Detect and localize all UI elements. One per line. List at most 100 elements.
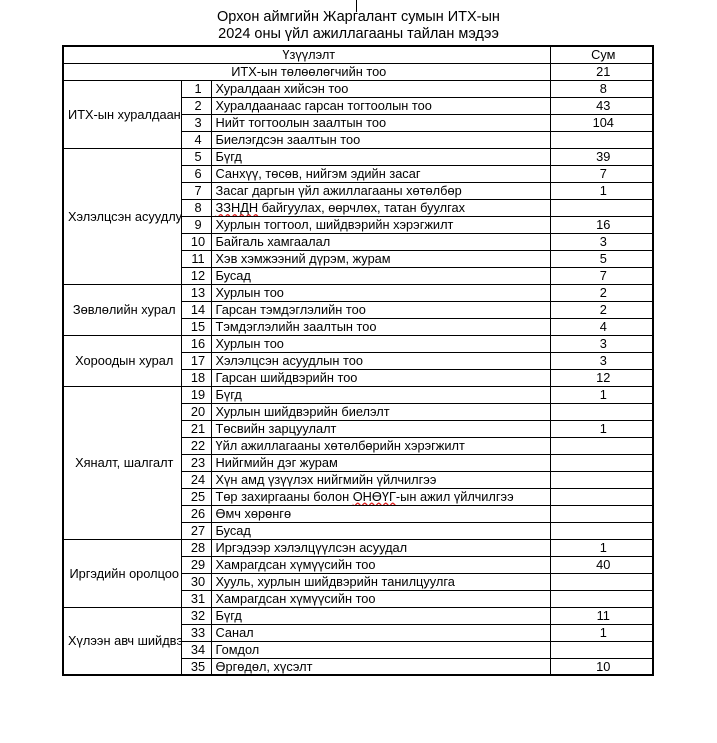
group-label-2: Зөвлөлийн хурал (62, 283, 182, 336)
row-indicator: Хуралдаан хийсэн тоо (210, 79, 551, 98)
group-label-5: Иргэдийн оролцоо (62, 538, 182, 608)
row-sum: 104 (549, 113, 654, 132)
row-number: 4 (180, 130, 212, 149)
row-indicator: Нийгмийн дэг журам (210, 453, 551, 472)
row-sum (549, 504, 654, 523)
summary-value: 21 (549, 62, 654, 81)
row-number: 20 (180, 402, 212, 421)
table-row: 27 Бусад (63, 521, 654, 540)
row-indicator: Хурлын тогтоол, шийдвэрийн хэрэгжилт (210, 215, 551, 234)
row-number: 2 (180, 96, 212, 115)
row-sum: 10 (549, 657, 654, 676)
row-indicator: Нийт тогтоолын заалтын тоо (210, 113, 551, 132)
table-row: Иргэдийн оролцоо 28 Иргэдээр хэлэлцүүлсэн … (62, 538, 654, 608)
row-indicator: Гарсан тэмдэглэлийн тоо (210, 300, 551, 319)
table-row: ИТХ-ын хуралдаан 1 Хуралдаан хийсэн тоо 8 (62, 79, 654, 149)
row-indicator: Үйл ажиллагааны хөтөлбөрийн хэрэгжилт (210, 436, 551, 455)
row-sum (549, 589, 654, 608)
table-row: Хэлэлцсэн асуудлууд5Бүгд39 (62, 147, 654, 285)
row-sum: 43 (549, 96, 654, 115)
row-number: 21 (180, 419, 212, 438)
table-header-row: Үзүүлэлт Сум (62, 45, 654, 64)
table-row: 17 Хэлэлцсэн асуудлын тоо 3 (63, 351, 654, 370)
row-number: 22 (180, 436, 212, 455)
row-sum: 7 (549, 164, 654, 183)
row-indicator: Бүгд (210, 606, 551, 625)
row-indicator: Хууль, хурлын шийдвэрийн танилцуулга (210, 572, 551, 591)
row-sum: 2 (549, 283, 654, 302)
row-indicator: Санхүү, төсөв, нийгэм эдийн засаг (210, 164, 551, 183)
column-header-sum: Сум (549, 45, 654, 64)
group-label-1: Хэлэлцсэн асуудлууд (62, 147, 182, 285)
row-indicator: Төсвийн зарцуулалт (210, 419, 551, 438)
table-row: ИТХ-ын төлөөлөгчийн тоо 21 (62, 62, 654, 81)
row-number: 25 (180, 487, 212, 506)
row-number: 5 (180, 147, 212, 166)
report-table: Үзүүлэлт Сум ИТХ-ын төлөөлөгчийн тоо 21 ИТХ-… (62, 45, 655, 676)
row-indicator: Өмч хөрөнгө (210, 504, 551, 523)
row-sum (549, 436, 654, 455)
report-table-wrapper: Үзүүлэлт Сум ИТХ-ын төлөөлөгчийн тоо 21 ИТХ-… (62, 45, 655, 676)
row-sum (549, 470, 654, 489)
row-number: 15 (180, 317, 212, 336)
row-sum: 11 (549, 606, 654, 625)
row-sum: 2 (549, 300, 654, 319)
row-number: 9 (180, 215, 212, 234)
row-number: 35 (180, 657, 212, 676)
row-indicator: Биелэгдсэн заалтын тоо (210, 130, 551, 149)
row-indicator: Төр захиргааны болон ОНӨҮГ-ын ажил үйлчи… (210, 487, 551, 506)
row-sum: 16 (549, 215, 654, 234)
row-number: 32 (180, 606, 212, 625)
row-number: 12 (180, 266, 212, 285)
row-number: 18 (180, 368, 212, 387)
row-sum: 8 (549, 79, 654, 98)
table-row: 33 Санал 1 (63, 623, 654, 642)
row-number: 29 (180, 555, 212, 574)
row-sum (549, 521, 654, 540)
table-row: 4 Биелэгдсэн заалтын тоо (63, 130, 654, 149)
row-number: 13 (180, 283, 212, 302)
row-indicator: Тэмдэглэлийн заалтын тоо (210, 317, 551, 336)
row-sum: 1 (549, 538, 654, 557)
row-indicator: Хэв хэмжээний дүрэм, журам (210, 249, 551, 268)
row-number: 14 (180, 300, 212, 319)
row-indicator: Гомдол (210, 640, 551, 659)
row-sum: 4 (549, 317, 654, 336)
text-caret (356, 0, 357, 12)
row-number: 10 (180, 232, 212, 251)
table-row: 9 Хурлын тогтоол, шийдвэрийн хэрэгжилт 16 (63, 215, 654, 234)
table-row: Хүлээн авч шийдвэрлэсэн32Бүгд11 (62, 606, 654, 676)
row-indicator: Хүн амд үзүүлэх нийгмийн үйлчилгээ (210, 470, 551, 489)
row-number: 31 (180, 589, 212, 608)
row-indicator: Засаг даргын үйл ажиллагааны хөтөлбөр (210, 181, 551, 200)
row-number: 1 (180, 79, 212, 98)
row-number: 27 (180, 521, 212, 540)
row-number: 8 (180, 198, 212, 217)
row-indicator: Хурлын шийдвэрийн биелэлт (210, 402, 551, 421)
row-indicator: Хамрагдсан хүмүүсийн тоо (210, 555, 551, 574)
row-number: 3 (180, 113, 212, 132)
row-sum (549, 572, 654, 591)
row-number: 34 (180, 640, 212, 659)
row-sum (549, 487, 654, 506)
row-number: 16 (180, 334, 212, 353)
row-sum: 5 (549, 249, 654, 268)
row-sum: 39 (549, 147, 654, 166)
report-table-body: Үзүүлэлт Сум ИТХ-ын төлөөлөгчийн тоо 21 ИТХ-… (62, 45, 654, 676)
row-sum: 40 (549, 555, 654, 574)
row-number: 23 (180, 453, 212, 472)
row-sum: 3 (549, 232, 654, 251)
row-sum (549, 130, 654, 149)
row-number: 11 (180, 249, 212, 268)
row-indicator: Хэлэлцсэн асуудлын тоо (210, 351, 551, 370)
row-indicator: Хурлын тоо (210, 334, 551, 353)
table-row: 20 Хурлын шийдвэрийн биелэлт (63, 402, 654, 421)
row-indicator: Бусад (210, 521, 551, 540)
row-indicator: Санал (210, 623, 551, 642)
row-number: 17 (180, 351, 212, 370)
row-sum: 1 (549, 385, 654, 404)
row-indicator: Хуралдаанаас гарсан тогтоолын тоо (210, 96, 551, 115)
table-row: 23 Нийгмийн дэг журам (63, 453, 654, 472)
row-indicator: Өргөдөл, хүсэлт (210, 657, 551, 676)
row-indicator: Бусад (210, 266, 551, 285)
